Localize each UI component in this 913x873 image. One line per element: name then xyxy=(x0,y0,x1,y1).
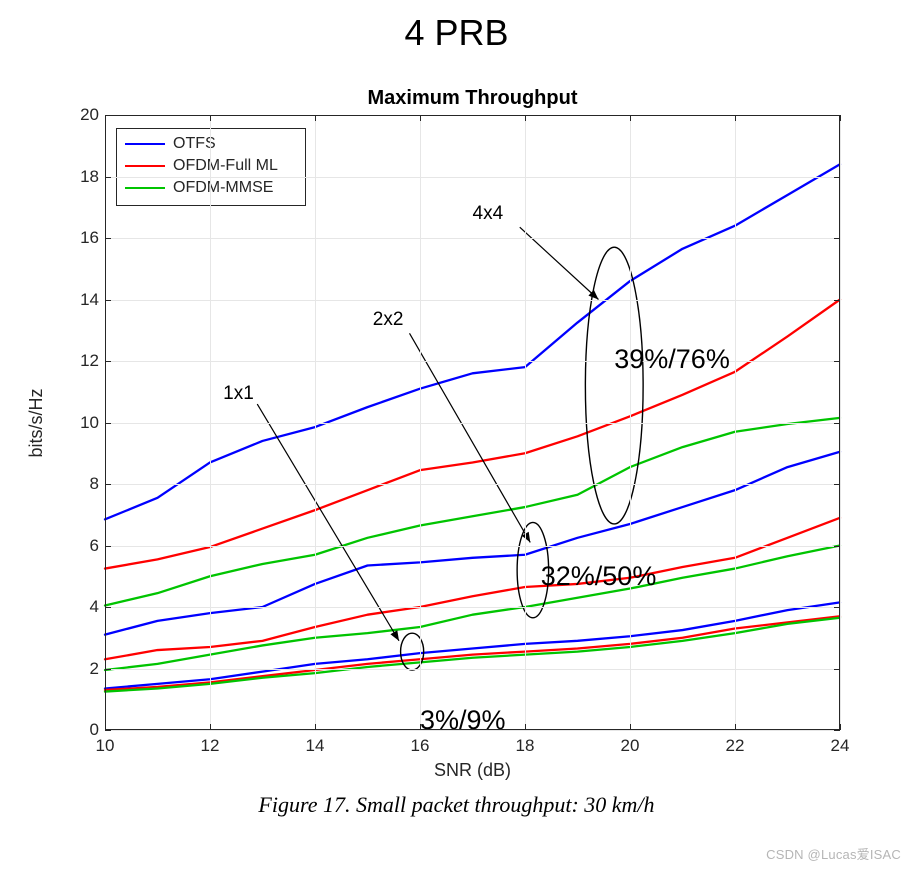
legend-swatch xyxy=(125,165,165,167)
legend-entry: OFDM-MMSE xyxy=(125,177,297,199)
y-tick xyxy=(105,115,111,116)
y-tick xyxy=(105,484,111,485)
legend-label: OFDM-Full ML xyxy=(173,157,278,175)
y-tick-label: 4 xyxy=(69,597,99,617)
y-tick-label: 8 xyxy=(69,474,99,494)
legend-label: OFDM-MMSE xyxy=(173,179,273,197)
y-tick xyxy=(105,361,111,362)
y-tick xyxy=(105,607,111,608)
y-tick-label: 2 xyxy=(69,659,99,679)
y-tick xyxy=(105,546,111,547)
annotation-text: 1x1 xyxy=(223,383,254,405)
y-tick xyxy=(105,423,111,424)
y-tick xyxy=(105,177,111,178)
annotation-text: 3%/9% xyxy=(420,705,506,736)
figure-caption: Figure 17. Small packet throughput: 30 k… xyxy=(0,792,913,818)
y-tick-label: 10 xyxy=(69,413,99,433)
grid-line-horizontal xyxy=(105,546,840,547)
x-tick-label: 18 xyxy=(516,736,535,756)
y-tick xyxy=(105,730,111,731)
y-tick xyxy=(834,115,840,116)
y-tick xyxy=(834,669,840,670)
y-tick xyxy=(834,484,840,485)
grid-line-horizontal xyxy=(105,300,840,301)
y-tick xyxy=(834,177,840,178)
x-tick-label: 20 xyxy=(621,736,640,756)
y-tick-label: 6 xyxy=(69,536,99,556)
y-tick xyxy=(834,730,840,731)
y-tick-label: 0 xyxy=(69,720,99,740)
annotation-text: 4x4 xyxy=(473,203,504,225)
y-tick xyxy=(105,300,111,301)
y-tick xyxy=(834,300,840,301)
x-tick-label: 12 xyxy=(201,736,220,756)
grid-line-horizontal xyxy=(105,423,840,424)
y-tick xyxy=(834,607,840,608)
y-tick-label: 14 xyxy=(69,290,99,310)
y-tick-label: 20 xyxy=(69,105,99,125)
y-tick-label: 16 xyxy=(69,228,99,248)
x-tick-label: 16 xyxy=(411,736,430,756)
y-tick xyxy=(834,361,840,362)
y-axis-label: bits/s/Hz xyxy=(26,388,47,457)
legend-swatch xyxy=(125,187,165,189)
x-tick xyxy=(840,724,841,730)
annotation-text: 32%/50% xyxy=(541,561,657,592)
y-tick xyxy=(105,669,111,670)
y-tick-label: 12 xyxy=(69,351,99,371)
legend-entry: OFDM-Full ML xyxy=(125,155,297,177)
annotation-text: 2x2 xyxy=(373,309,404,331)
x-tick-label: 22 xyxy=(726,736,745,756)
group-ellipse xyxy=(585,247,643,524)
y-tick xyxy=(834,238,840,239)
series-line xyxy=(105,418,840,606)
y-tick xyxy=(834,546,840,547)
grid-line-horizontal xyxy=(105,484,840,485)
annotation-text: 39%/76% xyxy=(614,344,730,375)
annotation-arrow xyxy=(410,333,531,542)
y-tick xyxy=(834,423,840,424)
grid-line-horizontal xyxy=(105,238,840,239)
grid-line-vertical xyxy=(840,115,841,730)
grid-line-horizontal xyxy=(105,115,840,116)
x-tick xyxy=(840,115,841,121)
x-tick-label: 14 xyxy=(306,736,325,756)
x-axis-label: SNR (dB) xyxy=(105,760,840,781)
legend-swatch xyxy=(125,143,165,145)
grid-line-horizontal xyxy=(105,177,840,178)
series-line xyxy=(105,518,840,659)
watermark: CSDN @Lucas爱ISAC xyxy=(766,844,901,863)
grid-line-horizontal xyxy=(105,607,840,608)
x-tick-label: 24 xyxy=(831,736,850,756)
legend: OTFS OFDM-Full ML OFDM-MMSE xyxy=(116,128,306,206)
legend-entry: OTFS xyxy=(125,133,297,155)
y-tick-label: 18 xyxy=(69,167,99,187)
grid-line-horizontal xyxy=(105,669,840,670)
y-tick xyxy=(105,238,111,239)
